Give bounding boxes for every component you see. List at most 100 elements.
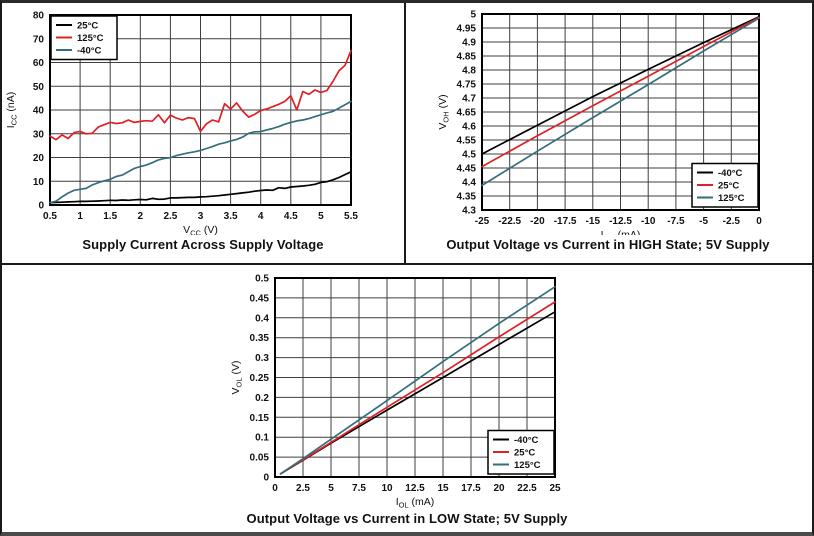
y-axis-label: VOH (V) bbox=[437, 94, 451, 129]
legend-label: 25°C bbox=[77, 21, 98, 32]
series-line-125°C bbox=[279, 285, 556, 475]
y-tick-label: 4.6 bbox=[462, 122, 476, 133]
y-tick-label: 0.25 bbox=[250, 373, 270, 384]
series-line-125°C bbox=[481, 17, 760, 187]
x-axis-label: VCC (V) bbox=[183, 224, 218, 235]
series-line-25°C bbox=[49, 170, 352, 204]
bottom-row: 0 2.5 5 7.5 10 12.5 15 17.5 20 22.5 25 0 0.05 0.1 0.15… bbox=[2, 265, 812, 532]
y-tick-label: 0.4 bbox=[255, 313, 269, 324]
y-tick-label: 4.3 bbox=[462, 206, 476, 217]
y-tick-label: 0 bbox=[263, 473, 269, 484]
y-tick-label: 0.45 bbox=[250, 293, 270, 304]
y-axis-label: ICC (nA) bbox=[5, 92, 19, 129]
plot-border bbox=[274, 277, 556, 478]
y-tick-label: 0.05 bbox=[250, 453, 270, 464]
y-axis-label: VOL (V) bbox=[230, 361, 244, 395]
x-tick-label: 0 bbox=[756, 216, 762, 227]
vol-chart-title: Output Voltage vs Current in LOW State; … bbox=[246, 511, 568, 526]
supply-current-panel: 0.5 1 1.5 2 2.5 3 3.5 4 4.5 5 5.5 0 10 20 30 40 50 60 70 80… bbox=[2, 3, 406, 263]
x-tick-label: 4.5 bbox=[284, 211, 298, 222]
y-tick-label: 5 bbox=[470, 10, 476, 21]
vol-vs-iol-chart: 0 2.5 5 7.5 10 12.5 15 17.5 20 22.5 25 0 0.05 0.1 0.15… bbox=[230, 274, 561, 510]
y-tick-label: 4.55 bbox=[457, 136, 477, 147]
x-tick-label: 25 bbox=[549, 483, 561, 494]
x-tick-label: -17.5 bbox=[554, 216, 577, 227]
supply-current-chart: 0.5 1 1.5 2 2.5 3 3.5 4 4.5 5 5.5 0 10 20 30 40 50 60 70 80… bbox=[5, 11, 358, 236]
voh-panel: -25 -22.5 -20 -17.5 -15 -12.5 -10 -7.5 -5 -2.5 0 4.… bbox=[406, 3, 810, 263]
x-tick-label: 2.5 bbox=[296, 483, 310, 494]
y-tick-label: 4.8 bbox=[462, 66, 476, 77]
y-tick-label: 4.75 bbox=[457, 80, 477, 91]
y-tick-label: 80 bbox=[33, 11, 45, 22]
x-tick-label: 3 bbox=[198, 211, 204, 222]
x-tick-label: -20 bbox=[530, 216, 545, 227]
x-tick-label: -10 bbox=[641, 216, 656, 227]
x-tick-label: -7.5 bbox=[667, 216, 685, 227]
y-tick-label: 4.9 bbox=[462, 38, 476, 49]
x-tick-label: 0.5 bbox=[43, 211, 57, 222]
x-tick-label: 4 bbox=[258, 211, 264, 222]
series-line-125°C bbox=[49, 49, 352, 141]
x-tick-label: -25 bbox=[475, 216, 490, 227]
y-tick-label: 0 bbox=[38, 201, 44, 212]
y-tick-label: 50 bbox=[33, 82, 45, 93]
legend-label: 125°C bbox=[514, 460, 541, 471]
y-tick-label: 0.3 bbox=[255, 353, 269, 364]
x-tick-label: 0 bbox=[272, 483, 278, 494]
series-line-25°C bbox=[279, 301, 556, 475]
voh-vs-ioh-chart: -25 -22.5 -20 -17.5 -15 -12.5 -10 -7.5 -5 -2.5 0 4.… bbox=[437, 10, 762, 236]
series-line--40°C bbox=[49, 100, 352, 204]
x-axis-label: IOL (mA) bbox=[396, 496, 435, 509]
x-tick-label: -2.5 bbox=[723, 216, 741, 227]
x-tick-label: 3.5 bbox=[224, 211, 238, 222]
x-tick-label: -5 bbox=[699, 216, 708, 227]
legend-label: 25°C bbox=[514, 448, 535, 459]
legend-label: 25°C bbox=[718, 181, 739, 192]
y-tick-label: 0.1 bbox=[255, 433, 269, 444]
x-axis-label: IOH (mA) bbox=[601, 229, 641, 235]
legend-label: 125°C bbox=[718, 193, 745, 204]
x-tick-label: 7.5 bbox=[352, 483, 366, 494]
voh-chart-title: Output Voltage vs Current in HIGH State;… bbox=[446, 237, 770, 252]
y-tick-label: 4.95 bbox=[457, 24, 477, 35]
y-tick-label: 0.15 bbox=[250, 413, 270, 424]
x-tick-label: 15 bbox=[437, 483, 449, 494]
x-tick-label: 12.5 bbox=[405, 483, 425, 494]
x-tick-label: 20 bbox=[493, 483, 505, 494]
legend-label: -40°C bbox=[77, 46, 102, 57]
y-tick-label: 4.4 bbox=[462, 178, 476, 189]
series-line-25°C bbox=[481, 16, 760, 168]
x-tick-label: -12.5 bbox=[609, 216, 632, 227]
y-tick-label: 0.2 bbox=[255, 393, 269, 404]
x-tick-label: 22.5 bbox=[517, 483, 537, 494]
y-tick-label: 4.85 bbox=[457, 52, 477, 63]
y-tick-label: 0.35 bbox=[250, 333, 270, 344]
top-row: 0.5 1 1.5 2 2.5 3 3.5 4 4.5 5 5.5 0 10 20 30 40 50 60 70 80… bbox=[2, 3, 812, 265]
y-tick-label: 4.7 bbox=[462, 94, 476, 105]
x-tick-label: 10 bbox=[381, 483, 393, 494]
y-tick-label: 40 bbox=[33, 106, 45, 117]
legend-label: 125°C bbox=[77, 33, 104, 44]
y-tick-label: 30 bbox=[33, 129, 45, 140]
y-tick-label: 20 bbox=[33, 153, 45, 164]
y-tick-label: 60 bbox=[33, 58, 45, 69]
x-tick-label: 5 bbox=[328, 483, 334, 494]
plot-border bbox=[481, 13, 760, 211]
x-tick-label: 1.5 bbox=[103, 211, 117, 222]
series-line--40°C bbox=[481, 15, 760, 155]
legend-label: -40°C bbox=[718, 168, 743, 179]
y-tick-label: 70 bbox=[33, 34, 45, 45]
x-tick-label: 2 bbox=[138, 211, 144, 222]
legend-label: -40°C bbox=[514, 435, 539, 446]
y-tick-label: 0.5 bbox=[255, 274, 269, 285]
y-tick-label: 10 bbox=[33, 177, 45, 188]
y-tick-label: 4.65 bbox=[457, 108, 477, 119]
x-tick-label: 2.5 bbox=[163, 211, 177, 222]
x-tick-label: 5.5 bbox=[344, 211, 358, 222]
x-tick-label: -15 bbox=[586, 216, 601, 227]
x-tick-label: 17.5 bbox=[461, 483, 481, 494]
vol-panel: 0 2.5 5 7.5 10 12.5 15 17.5 20 22.5 25 0 0.05 0.1 0.15… bbox=[2, 265, 812, 526]
plot-border bbox=[49, 14, 352, 206]
x-tick-label: 5 bbox=[318, 211, 324, 222]
